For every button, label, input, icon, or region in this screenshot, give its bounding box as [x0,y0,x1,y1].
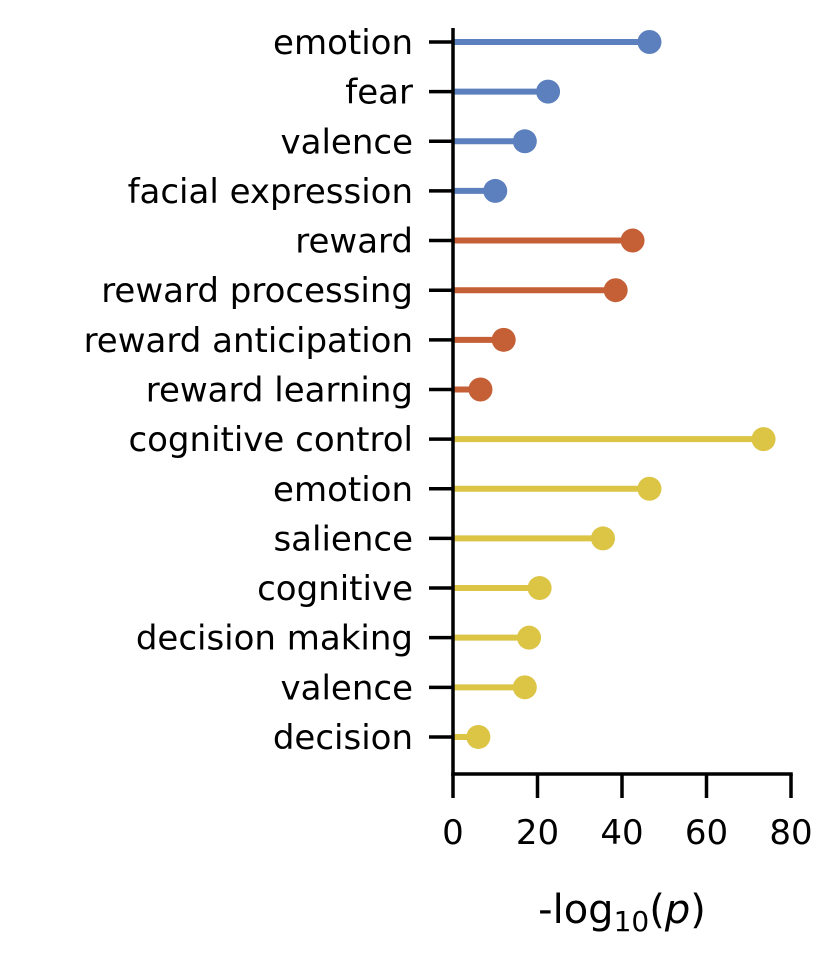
dot-0 [637,30,662,54]
dot-8 [751,427,776,452]
x-axis-label-subscript: 10 [614,905,650,938]
x-tick-label-2: 40 [600,813,643,853]
y-tick-label-3: facial expression [128,172,413,212]
dot-4 [620,228,645,253]
dot-13 [512,675,537,700]
dot-1 [536,79,561,104]
y-tick-label-11: cognitive [257,569,413,609]
dot-12 [517,625,542,650]
dot-11 [527,576,552,601]
y-tick-label-0: emotion [273,23,413,63]
y-tick-label-9: emotion [273,470,413,510]
y-tick-label-8: cognitive control [128,420,413,460]
x-tick-label-1: 20 [516,813,559,853]
y-tick-label-4: reward [295,222,413,262]
y-tick-labels: emotion fear valence facial expression rewar… [84,23,413,758]
y-tick-label-12: decision making [136,619,413,659]
dot-14 [466,724,491,749]
y-tick-label-2: valence [281,122,413,162]
y-tick-label-5: reward processing [101,271,413,311]
axes [429,28,793,776]
x-tick-label-4: 80 [769,813,812,853]
y-tick-label-14: decision [273,718,413,758]
dot-5 [603,278,628,303]
x-ticks: 0 20 40 60 80 [442,774,813,853]
dot-9 [637,476,662,501]
x-tick-label-0: 0 [442,813,464,853]
dot-7 [468,377,493,402]
dot-10 [590,526,615,551]
y-tick-label-6: reward anticipation [84,321,413,361]
dots-layer [466,30,776,749]
x-axis-label-prefix: -log [538,887,613,933]
dot-6 [491,327,516,352]
y-tick-label-1: fear [345,73,413,113]
y-tick-label-7: reward learning [146,370,413,410]
x-tick-label-3: 60 [685,813,728,853]
dot-2 [512,129,537,154]
x-axis-label: -log10(p) [538,887,706,938]
y-tick-label-13: valence [281,668,413,708]
x-axis-label-var: p [664,887,690,933]
stems-layer [453,39,764,740]
y-tick-label-10: salience [273,519,413,559]
dot-3 [483,178,508,203]
